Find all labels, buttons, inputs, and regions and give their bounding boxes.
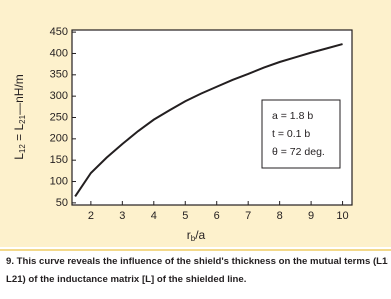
y-label-sub: 21 (18, 114, 27, 123)
y-label-part: L (12, 153, 26, 160)
caption-line: 9. This curve reveals the influence of t… (6, 256, 388, 267)
x-label-part: /a (195, 228, 205, 242)
x-tick-label: 3 (119, 210, 125, 222)
x-tick-label: 2 (88, 210, 94, 222)
y-tick-label: 300 (50, 90, 68, 102)
annotation-line: t = 0.1 b (272, 128, 310, 140)
x-tick-label: 9 (308, 210, 314, 222)
y-axis-label: L12 = L21—nH/m (12, 74, 27, 160)
x-tick-label: 10 (336, 210, 348, 222)
y-tick-label: 250 (50, 111, 68, 123)
annotation-line: θ = 72 deg. (272, 146, 325, 158)
x-tick-label: 7 (245, 210, 251, 222)
y-tick-label: 450 (50, 26, 68, 38)
y-tick-label: 400 (50, 47, 68, 59)
y-tick-label: 200 (50, 133, 68, 145)
x-tick-label: 6 (214, 210, 220, 222)
annotation-box (261, 99, 341, 169)
y-label-sub: 12 (18, 144, 27, 153)
caption-rule (0, 249, 391, 251)
y-tick-label: 150 (50, 154, 68, 166)
chart: rb/a L12 = L21—nH/m a = 1.8 b t = 0.1 b … (0, 0, 391, 247)
y-tick-label: 100 (50, 175, 68, 187)
x-tick-label: 5 (182, 210, 188, 222)
caption-line: L21) of the inductance matrix [L] of the… (6, 274, 247, 285)
y-tick-label: 50 (56, 197, 68, 209)
y-label-part: = L (12, 123, 26, 144)
x-label-sub: b (191, 234, 196, 243)
annotation-line: a = 1.8 b (272, 110, 313, 122)
y-tick-label: 350 (50, 69, 68, 81)
x-tick-label: 4 (151, 210, 157, 222)
x-tick-label: 8 (277, 210, 283, 222)
curve (74, 43, 343, 198)
x-axis-label: rb/a (187, 228, 206, 243)
x-label-part: r (187, 228, 191, 242)
y-label-part: —nH/m (12, 74, 26, 115)
